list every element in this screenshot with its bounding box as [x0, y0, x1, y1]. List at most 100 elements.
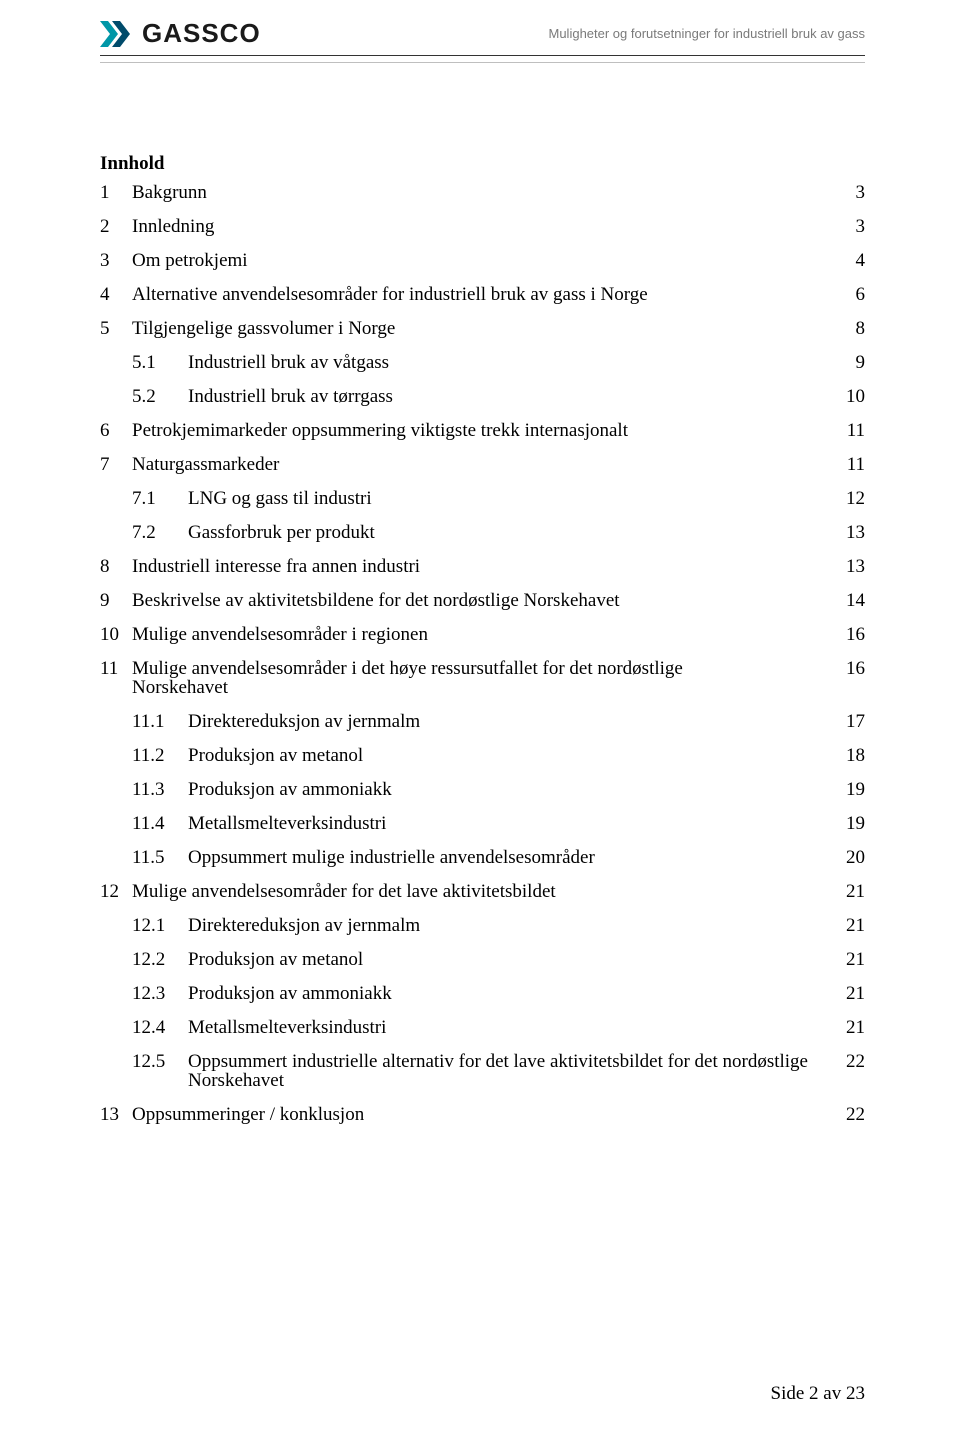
toc-entry-number: 11.2 — [132, 746, 166, 765]
toc-entry-number: 12.5 — [132, 1052, 166, 1090]
toc-entry-page: 4 — [835, 251, 865, 270]
toc-entry-label: 3 Om petrokjemi — [100, 251, 248, 270]
toc-entry-number: 7.2 — [132, 523, 166, 542]
toc-entry-page: 9 — [835, 353, 865, 372]
toc-entry-title: Oppsummeringer / konklusjon — [132, 1105, 364, 1124]
toc-entry: 2 Innledning 3 — [100, 217, 865, 236]
toc-entry-number: 12.2 — [132, 950, 166, 969]
toc-entry-label: 12.5Oppsummert industrielle alternativ f… — [132, 1052, 828, 1090]
toc-entry-number: 12.1 — [132, 916, 166, 935]
toc-entry-page: 16 — [835, 625, 865, 644]
toc-entry-number: 12 — [100, 882, 122, 901]
toc-entry-title: Oppsummert mulige industrielle anvendels… — [188, 848, 595, 867]
toc-entry: 12.5Oppsummert industrielle alternativ f… — [100, 1052, 865, 1090]
toc-entry-title: Mulige anvendelsesområder i regionen — [132, 625, 428, 644]
toc-entry-number: 11 — [100, 659, 122, 697]
toc-entry-label: 12.1Direktereduksjon av jernmalm — [132, 916, 420, 935]
toc-entry-title: Bakgrunn — [132, 183, 207, 202]
toc-entry-title: Om petrokjemi — [132, 251, 248, 270]
toc-entry-number: 5.2 — [132, 387, 166, 406]
logo-chevrons-icon — [100, 21, 134, 47]
toc-entry: 8Industriell interesse fra annen industr… — [100, 557, 865, 576]
toc-entry-label: 12.3Produksjon av ammoniakk — [132, 984, 392, 1003]
toc-entry-page: 16 — [835, 659, 865, 678]
toc-entry-title: Gassforbruk per produkt — [188, 523, 375, 542]
toc-entry-label: 5 Tilgjengelige gassvolumer i Norge — [100, 319, 395, 338]
toc-entry: 5Tilgjengelige gassvolumer i Norge8 — [100, 319, 865, 338]
table-of-contents: 1Bakgrunn32Innledning33Om petrokjemi44Al… — [100, 183, 865, 1124]
toc-title: Innhold — [100, 153, 865, 175]
toc-entry: 11.1Direktereduksjon av jernmalm17 — [100, 712, 865, 731]
toc-entry-number: 13 — [100, 1105, 122, 1124]
toc-entry-number: 1 — [100, 183, 122, 202]
toc-entry-title: Metallsmelteverksindustri — [188, 814, 386, 833]
toc-entry-label: 6 Petrokjemimarkeder oppsummering viktigs… — [100, 421, 628, 440]
toc-entry-title: Metallsmelteverksindustri — [188, 1018, 386, 1037]
toc-entry: 7Naturgassmarkeder11 — [100, 455, 865, 474]
toc-entry: 7.2 Gassforbruk per produkt 13 — [100, 523, 865, 542]
toc-entry-label: 11.3Produksjon av ammoniakk — [132, 780, 392, 799]
toc-entry: 12.2Produksjon av metanol21 — [100, 950, 865, 969]
toc-entry: 1 Bakgrunn 3 — [100, 183, 865, 202]
toc-entry-page: 11 — [835, 421, 865, 440]
toc-entry-label: 12Mulige anvendelsesområder for det lave… — [100, 882, 556, 901]
toc-entry-number: 4 — [100, 285, 122, 304]
toc-entry: 11.2 Produksjon av metanol 18 — [100, 746, 865, 765]
toc-entry-page: 20 — [835, 848, 865, 867]
toc-entry: 11 Mulige anvendelsesområder i det høye r… — [100, 659, 865, 697]
toc-entry-label: 4Alternative anvendelsesområder for indu… — [100, 285, 648, 304]
toc-entry-label: 5.2Industriell bruk av tørrgass — [132, 387, 393, 406]
toc-entry-label: 1 Bakgrunn — [100, 183, 207, 202]
toc-entry-title: Produksjon av metanol — [188, 746, 363, 765]
toc-entry: 5.2Industriell bruk av tørrgass 10 — [100, 387, 865, 406]
toc-entry-title: Petrokjemimarkeder oppsummering viktigst… — [132, 421, 628, 440]
toc-entry-page: 17 — [835, 712, 865, 731]
toc-entry-page: 14 — [835, 591, 865, 610]
toc-entry-title: Mulige anvendelsesområder i det høye res… — [132, 659, 772, 697]
toc-entry: 11.5Oppsummert mulige industrielle anven… — [100, 848, 865, 867]
toc-entry-number: 5.1 — [132, 353, 166, 372]
toc-entry-page: 21 — [835, 984, 865, 1003]
toc-entry-title: LNG og gass til industri — [188, 489, 372, 508]
toc-entry-label: 11.2 Produksjon av metanol — [132, 746, 363, 765]
toc-entry-number: 3 — [100, 251, 122, 270]
toc-entry-page: 10 — [835, 387, 865, 406]
toc-entry-page: 3 — [835, 183, 865, 202]
toc-entry-page: 13 — [835, 557, 865, 576]
toc-entry-page: 21 — [835, 882, 865, 901]
toc-entry-number: 10 — [100, 625, 122, 644]
toc-entry-label: 9 Beskrivelse av aktivitetsbildene for de… — [100, 591, 620, 610]
toc-entry: 13 Oppsummeringer / konklusjon 22 — [100, 1105, 865, 1124]
toc-entry-number: 2 — [100, 217, 122, 236]
toc-entry-number: 9 — [100, 591, 122, 610]
toc-entry-title: Beskrivelse av aktivitetsbildene for det… — [132, 591, 620, 610]
toc-entry-label: 10 Mulige anvendelsesområder i regionen — [100, 625, 428, 644]
toc-entry-page: 21 — [835, 1018, 865, 1037]
toc-entry-page: 13 — [835, 523, 865, 542]
toc-entry: 7.1LNG og gass til industri12 — [100, 489, 865, 508]
toc-entry-page: 18 — [835, 746, 865, 765]
toc-entry-label: 11 Mulige anvendelsesområder i det høye r… — [100, 659, 772, 697]
logo-text: GASSCO — [142, 18, 261, 49]
toc-entry-number: 6 — [100, 421, 122, 440]
toc-entry-page: 3 — [835, 217, 865, 236]
toc-entry-number: 12.4 — [132, 1018, 166, 1037]
logo: GASSCO — [100, 18, 261, 49]
toc-entry-page: 22 — [835, 1105, 865, 1124]
header-rule — [100, 62, 865, 63]
toc-entry: 9 Beskrivelse av aktivitetsbildene for de… — [100, 591, 865, 610]
toc-entry-title: Innledning — [132, 217, 214, 236]
toc-entry-title: Industriell interesse fra annen industri — [132, 557, 420, 576]
toc-entry-number: 7 — [100, 455, 122, 474]
toc-entry-title: Tilgjengelige gassvolumer i Norge — [132, 319, 395, 338]
toc-entry-page: 19 — [835, 780, 865, 799]
toc-entry: 11.4Metallsmelteverksindustri19 — [100, 814, 865, 833]
page-number: Side 2 av 23 — [771, 1383, 865, 1405]
toc-entry: 12.4 Metallsmelteverksindustri 21 — [100, 1018, 865, 1037]
toc-entry-number: 7.1 — [132, 489, 166, 508]
toc-entry: 11.3Produksjon av ammoniakk 19 — [100, 780, 865, 799]
toc-entry-page: 22 — [835, 1052, 865, 1071]
toc-entry-number: 5 — [100, 319, 122, 338]
toc-entry-label: 7Naturgassmarkeder — [100, 455, 279, 474]
toc-entry-title: Produksjon av ammoniakk — [188, 984, 392, 1003]
